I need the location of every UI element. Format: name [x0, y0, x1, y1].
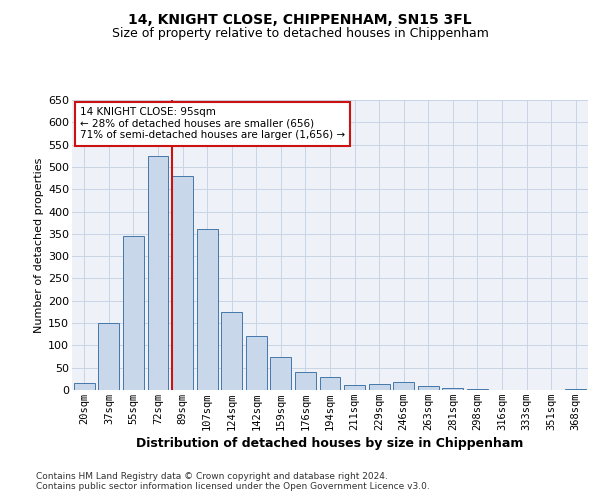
Bar: [418, 386, 439, 390]
Text: 14, KNIGHT CLOSE, CHIPPENHAM, SN15 3FL: 14, KNIGHT CLOSE, CHIPPENHAM, SN15 3FL: [128, 12, 472, 26]
Text: 14 KNIGHT CLOSE: 95sqm
← 28% of detached houses are smaller (656)
71% of semi-de: 14 KNIGHT CLOSE: 95sqm ← 28% of detached…: [80, 108, 345, 140]
Bar: [98, 323, 119, 390]
Bar: [295, 372, 316, 390]
Bar: [172, 176, 193, 390]
Bar: [344, 384, 365, 390]
Bar: [320, 376, 340, 390]
Bar: [148, 156, 169, 390]
Bar: [565, 388, 586, 390]
Text: Contains public sector information licensed under the Open Government Licence v3: Contains public sector information licen…: [36, 482, 430, 491]
Bar: [197, 230, 218, 390]
X-axis label: Distribution of detached houses by size in Chippenham: Distribution of detached houses by size …: [136, 437, 524, 450]
Bar: [393, 382, 414, 390]
Y-axis label: Number of detached properties: Number of detached properties: [34, 158, 44, 332]
Bar: [221, 312, 242, 390]
Text: Contains HM Land Registry data © Crown copyright and database right 2024.: Contains HM Land Registry data © Crown c…: [36, 472, 388, 481]
Bar: [123, 236, 144, 390]
Bar: [442, 388, 463, 390]
Bar: [271, 356, 292, 390]
Text: Size of property relative to detached houses in Chippenham: Size of property relative to detached ho…: [112, 28, 488, 40]
Bar: [246, 336, 267, 390]
Bar: [467, 389, 488, 390]
Bar: [74, 384, 95, 390]
Bar: [368, 384, 389, 390]
